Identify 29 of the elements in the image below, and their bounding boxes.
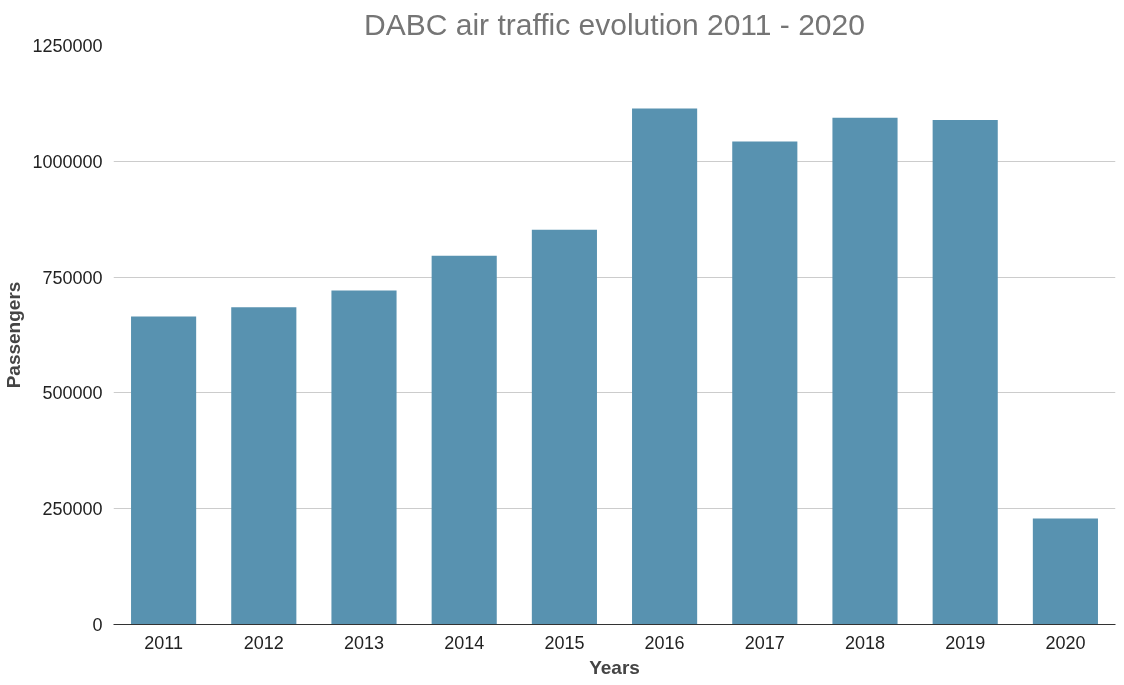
y-tick-label: 250000 [42, 499, 103, 520]
x-tick-label: 2019 [945, 632, 986, 653]
bar [732, 141, 798, 625]
x-tick-label: 2011 [144, 632, 183, 653]
bar [431, 255, 497, 625]
y-tick-label: 0 [92, 615, 103, 635]
x-tick-label: 2017 [744, 632, 785, 653]
x-axis-title: Years [589, 656, 640, 678]
x-tick-label: 2020 [1045, 632, 1086, 653]
y-tick-label: 500000 [42, 383, 103, 404]
y-tick-label: 1250000 [32, 36, 103, 56]
bar [632, 108, 698, 625]
x-tick-label: 2013 [343, 632, 385, 653]
chart-title: DABC air traffic evolution 2011 - 2020 [364, 7, 865, 41]
bar [1032, 518, 1098, 625]
x-tick-label: 2014 [444, 632, 485, 653]
y-tick-label: 1000000 [32, 151, 103, 172]
bar [932, 120, 998, 625]
y-tick-label: 750000 [42, 267, 103, 288]
y-axis-title: Passengers [3, 281, 25, 389]
bar [231, 307, 297, 625]
x-tick-label: 2016 [644, 632, 685, 653]
bar [331, 290, 397, 625]
x-tick-label: 2012 [243, 632, 284, 653]
x-tick-label: 2018 [844, 632, 886, 653]
bar [131, 316, 197, 625]
x-tick-label: 2015 [544, 632, 585, 653]
bar [832, 117, 898, 625]
bar [531, 229, 597, 625]
